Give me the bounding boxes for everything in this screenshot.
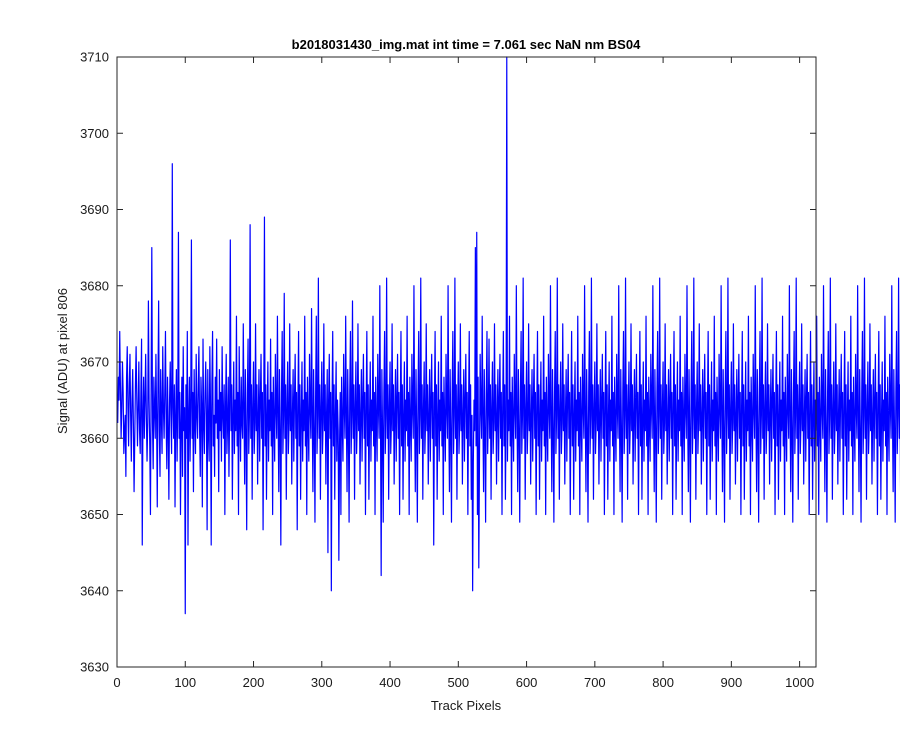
x-tick-label: 900 bbox=[721, 675, 743, 690]
y-tick-label: 3670 bbox=[80, 355, 109, 370]
x-tick-label: 700 bbox=[584, 675, 606, 690]
y-tick-label: 3690 bbox=[80, 202, 109, 217]
x-tick-label: 100 bbox=[174, 675, 196, 690]
x-tick-label: 300 bbox=[311, 675, 333, 690]
y-tick-label: 3700 bbox=[80, 126, 109, 141]
x-tick-label: 0 bbox=[113, 675, 120, 690]
x-tick-label: 400 bbox=[379, 675, 401, 690]
plot-area: 0 100 200 300 400 500 600 700 800 900 1000 3630 364… bbox=[80, 50, 900, 690]
y-tick-label: 3640 bbox=[80, 583, 109, 598]
x-tick-label: 800 bbox=[652, 675, 674, 690]
x-axis: 0 100 200 300 400 500 600 700 800 900 1000 bbox=[113, 57, 814, 690]
y-axis: 3630 3640 3650 3660 3670 3680 3690 3700 3710 bbox=[80, 50, 816, 675]
series-line-0 bbox=[117, 56, 900, 615]
chart-title: b2018031430_img.mat int time = 7.061 sec… bbox=[292, 37, 641, 52]
x-axis-label: Track Pixels bbox=[431, 698, 502, 713]
x-tick-label: 200 bbox=[243, 675, 265, 690]
y-axis-label: Signal (ADU) at pixel 806 bbox=[55, 288, 70, 434]
y-tick-label: 3710 bbox=[80, 50, 109, 65]
series-layer bbox=[117, 56, 900, 615]
y-tick-label: 3650 bbox=[80, 507, 109, 522]
y-tick-label: 3660 bbox=[80, 431, 109, 446]
y-tick-label: 3630 bbox=[80, 660, 109, 675]
x-tick-label: 1000 bbox=[785, 675, 814, 690]
y-tick-label: 3680 bbox=[80, 278, 109, 293]
x-tick-label: 600 bbox=[516, 675, 538, 690]
x-tick-label: 500 bbox=[447, 675, 469, 690]
